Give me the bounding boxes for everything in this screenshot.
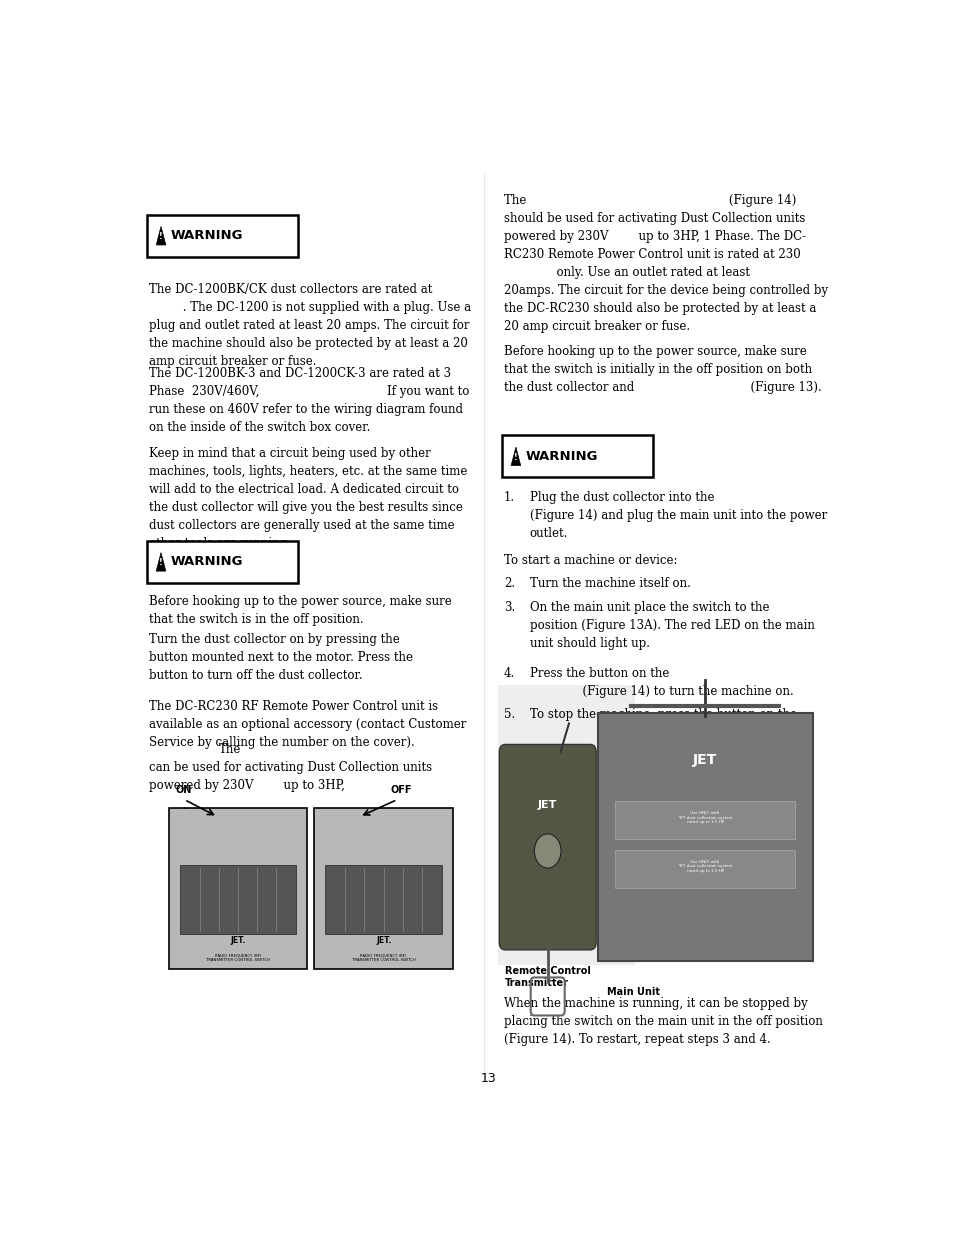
Text: .: . — [149, 799, 186, 811]
Text: 1.: 1. — [503, 490, 515, 504]
Text: The DC-RC230 RF Remote Power Control unit is
available as an optional accessory : The DC-RC230 RF Remote Power Control uni… — [149, 700, 466, 748]
Text: !: ! — [159, 232, 163, 241]
Text: can be used for activating Dust Collection units
powered by 230V        up to 3H: can be used for activating Dust Collecti… — [149, 761, 432, 792]
FancyBboxPatch shape — [615, 802, 795, 839]
FancyBboxPatch shape — [497, 685, 635, 965]
Text: Turn the dust collector on by pressing the
button mounted next to the motor. Pre: Turn the dust collector on by pressing t… — [149, 634, 413, 682]
Text: ON: ON — [175, 785, 192, 795]
Text: Keep in mind that a circuit being used by other
machines, tools, lights, heaters: Keep in mind that a circuit being used b… — [149, 447, 467, 550]
Text: OFF: OFF — [390, 785, 412, 795]
Text: JET: JET — [537, 800, 557, 810]
FancyBboxPatch shape — [314, 808, 453, 969]
Text: RADIO FREQUENCY (RF)
TRANSMITTER CONTROL SWITCH: RADIO FREQUENCY (RF) TRANSMITTER CONTROL… — [352, 953, 416, 962]
Text: When the machine is running, it can be stopped by
placing the switch on the main: When the machine is running, it can be s… — [503, 998, 821, 1046]
FancyBboxPatch shape — [179, 866, 295, 934]
FancyBboxPatch shape — [597, 713, 812, 961]
Text: 5.: 5. — [503, 709, 515, 721]
Text: WARNING: WARNING — [171, 230, 243, 242]
FancyBboxPatch shape — [147, 215, 298, 257]
Text: Press the button on the
              (Figure 14) to turn the machine on.: Press the button on the (Figure 14) to t… — [529, 667, 793, 699]
Text: JET.: JET. — [230, 936, 245, 946]
Text: 3.: 3. — [503, 601, 515, 614]
Text: !: ! — [159, 558, 163, 567]
Text: 13: 13 — [480, 1072, 497, 1084]
FancyBboxPatch shape — [325, 866, 441, 934]
Text: RADIO FREQUENCY (RF)
TRANSMITTER CONTROL SWITCH: RADIO FREQUENCY (RF) TRANSMITTER CONTROL… — [206, 953, 270, 962]
Text: Before hooking up to the power source, make sure
that the switch is in the off p: Before hooking up to the power source, m… — [149, 595, 451, 626]
Text: Use ONLY with
YYY dust collection system
rated up to 1.5 HP: Use ONLY with YYY dust collection system… — [677, 860, 732, 873]
FancyBboxPatch shape — [498, 745, 596, 950]
FancyBboxPatch shape — [615, 850, 795, 888]
Text: Main Unit: Main Unit — [606, 987, 659, 997]
Text: 2.: 2. — [503, 577, 515, 590]
Text: Remote Control
Transmitter: Remote Control Transmitter — [505, 966, 591, 988]
Text: On the main unit place the switch to the
position (Figure 13A). The red LED on t: On the main unit place the switch to the… — [529, 601, 814, 650]
Polygon shape — [156, 226, 166, 245]
Text: WARNING: WARNING — [171, 556, 243, 568]
FancyBboxPatch shape — [169, 808, 307, 969]
Text: Turn the machine itself on.: Turn the machine itself on. — [529, 577, 690, 590]
Polygon shape — [156, 552, 166, 571]
Circle shape — [534, 834, 560, 868]
Text: 4.: 4. — [503, 667, 515, 680]
Text: The: The — [219, 743, 241, 757]
Polygon shape — [511, 447, 520, 466]
Text: To stop the machine, press the button on the
                                   : To stop the machine, press the button on… — [529, 709, 796, 740]
Text: JET.: JET. — [375, 936, 391, 946]
Text: The DC-1200BK-3 and DC-1200CK-3 are rated at 3
Phase  230V/460V,                : The DC-1200BK-3 and DC-1200CK-3 are rate… — [149, 367, 469, 433]
Text: Before hooking up to the power source, make sure
that the switch is initially in: Before hooking up to the power source, m… — [503, 345, 821, 394]
Text: Use ONLY with
YYY dust collection system
rated up to 1.5 HP: Use ONLY with YYY dust collection system… — [677, 811, 732, 825]
FancyBboxPatch shape — [147, 541, 298, 583]
Text: JET: JET — [692, 752, 717, 767]
Text: Plug the dust collector into the
(Figure 14) and plug the main unit into the pow: Plug the dust collector into the (Figure… — [529, 490, 826, 540]
Text: The                                                      (Figure 14)
should be u: The (Figure 14) should be u — [503, 194, 827, 333]
Text: The DC-1200BK/CK dust collectors are rated at
         . The DC-1200 is not supp: The DC-1200BK/CK dust collectors are rat… — [149, 283, 471, 368]
Text: To start a machine or device:: To start a machine or device: — [503, 555, 677, 567]
Text: !: ! — [514, 453, 517, 462]
Text: WARNING: WARNING — [525, 450, 598, 463]
FancyBboxPatch shape — [501, 436, 653, 477]
